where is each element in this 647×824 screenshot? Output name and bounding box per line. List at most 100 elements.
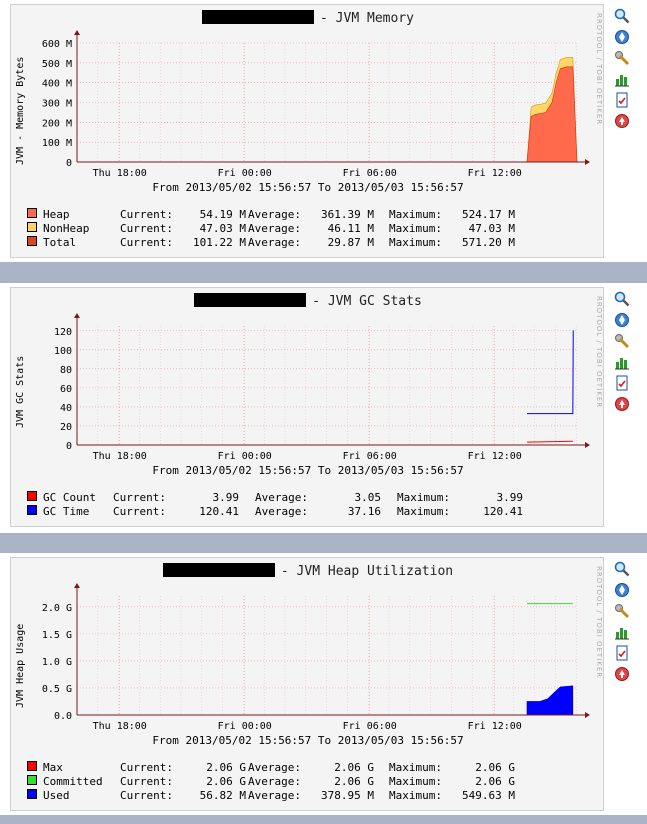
zoom-icon[interactable] <box>614 561 630 577</box>
legend-average-value: 37.16 <box>347 505 381 518</box>
rrdtool-watermark: RRDTOOL / TOBI OETIKER <box>595 296 603 409</box>
y-axis-label: JVM - Memory Bytes <box>15 56 26 165</box>
legend-current-label: Current: <box>113 505 166 518</box>
y-tick-label: 1.0 G <box>42 657 72 668</box>
legend-maximum-value: 3.99 <box>496 491 524 504</box>
x-tick-label: Fri 06:00 <box>343 168 397 179</box>
legend-current-value: 120.41 <box>199 505 239 518</box>
legend-average-label: Average: <box>248 761 301 774</box>
legend: GC Count Current: 3.99 Average: 3.05 Maximum:… <box>27 491 523 519</box>
x-tick-label: Fri 12:00 <box>468 168 522 179</box>
y-tick-label: 400 M <box>42 79 72 90</box>
legend-average-value: 46.11 M <box>327 222 374 235</box>
series-heap-area <box>526 66 578 163</box>
x-tick-label: Fri 06:00 <box>343 451 397 462</box>
legend-current-label: Current: <box>120 236 173 249</box>
x-tick-label: Fri 00:00 <box>218 721 272 732</box>
top-arrow-icon[interactable] <box>614 666 630 682</box>
rrdtool-watermark: RRDTOOL / TOBI OETIKER <box>595 566 603 679</box>
rrdtool-watermark: RRDTOOL / TOBI OETIKER <box>595 13 603 126</box>
legend: Heap Current: 54.19 M Average: 361.39 M Maxim… <box>27 208 515 250</box>
graph-title: - JVM Heap Utilization <box>11 563 605 583</box>
series-gc-time-line <box>527 330 574 415</box>
x-tick-label: Fri 06:00 <box>343 721 397 732</box>
legend-swatch <box>27 236 37 246</box>
legend-maximum-label: Maximum: <box>397 491 450 504</box>
x-tick-label: Fri 12:00 <box>468 721 522 732</box>
legend-average-value: 3.05 <box>354 491 382 504</box>
time-range-label: From 2013/05/02 15:56:57 To 2013/05/03 1… <box>152 181 464 194</box>
legend-average-label: Average: <box>248 222 301 235</box>
navigate-icon[interactable] <box>614 582 630 598</box>
y-tick-label: 20 <box>60 422 72 433</box>
x-tick-label: Fri 00:00 <box>218 168 272 179</box>
legend-row: GC Count Current: 3.99 Average: 3.05 Maximum:… <box>27 491 523 505</box>
legend-maximum-value: 120.41 <box>483 505 523 518</box>
legend-average-label: Average: <box>248 236 301 249</box>
y-tick-label: 100 <box>54 346 72 357</box>
legend-row: Used Current: 56.82 M Average: 378.95 M Maxim… <box>27 789 515 803</box>
y-tick-label: 120 <box>54 327 72 338</box>
zoom-icon[interactable] <box>614 291 630 307</box>
legend-maximum-label: Maximum: <box>389 775 442 788</box>
navigate-icon[interactable] <box>614 312 630 328</box>
x-tick-label: Thu 18:00 <box>93 721 147 732</box>
chart-bars-icon[interactable] <box>614 624 630 640</box>
x-tick-label: Fri 12:00 <box>468 451 522 462</box>
legend-maximum-label: Maximum: <box>397 505 450 518</box>
redacted-host <box>194 293 307 307</box>
legend-swatch <box>27 505 37 515</box>
settings-wrench-icon[interactable] <box>614 603 630 619</box>
graph-panel-memory: - JVM Memory 0 100 M 200 M 300 M 400 M 500 M 6… <box>0 0 647 262</box>
legend-row: GC Time Current: 120.41 Average: 37.16 Maximu… <box>27 505 523 519</box>
legend-maximum-label: Maximum: <box>389 236 442 249</box>
separator <box>0 815 647 824</box>
x-axis-arrow <box>585 159 590 165</box>
legend-series-name: Total <box>43 236 77 249</box>
legend-current-value: 2.06 G <box>206 761 246 774</box>
time-range-label: From 2013/05/02 15:56:57 To 2013/05/03 1… <box>152 734 464 747</box>
legend-swatch <box>27 775 37 785</box>
legend-current-value: 54.19 M <box>199 208 246 221</box>
legend-maximum-label: Maximum: <box>389 761 442 774</box>
y-tick-label: 500 M <box>42 59 72 70</box>
y-tick-label: 0 <box>66 158 72 169</box>
series-gc-count-line <box>526 440 573 443</box>
graph-gc: - JVM GC Stats 0 20 40 60 80 100 120 Thu 18:00 F… <box>10 287 604 527</box>
y-tick-label: 40 <box>60 403 72 414</box>
report-icon[interactable] <box>614 375 630 391</box>
graph-memory: - JVM Memory 0 100 M 200 M 300 M 400 M 500 M 6… <box>10 4 604 258</box>
chart-bars-icon[interactable] <box>614 354 630 370</box>
legend-swatch <box>27 761 37 771</box>
x-tick-label: Fri 00:00 <box>218 451 272 462</box>
report-icon[interactable] <box>614 92 630 108</box>
graph-heap: - JVM Heap Utilization 0.0 0.5 G 1.0 G 1.5 … <box>10 557 604 811</box>
legend-series-name: NonHeap <box>43 222 90 235</box>
navigate-icon[interactable] <box>614 29 630 45</box>
y-axis-arrow <box>74 30 80 35</box>
legend-maximum-value: 571.20 M <box>462 236 515 249</box>
chart-plot: 0 20 40 60 80 100 120 Thu 18:00 Fri 00:00 Fri 06:… <box>54 313 590 462</box>
redacted-host <box>162 563 275 577</box>
report-icon[interactable] <box>614 645 630 661</box>
settings-wrench-icon[interactable] <box>614 50 630 66</box>
separator <box>0 262 647 282</box>
y-axis-label: JVM GC Stats <box>15 355 26 428</box>
settings-wrench-icon[interactable] <box>614 333 630 349</box>
legend-row: NonHeap Current: 47.03 M Average: 46.11 M Max… <box>27 222 515 236</box>
top-arrow-icon[interactable] <box>614 113 630 129</box>
top-arrow-icon[interactable] <box>614 396 630 412</box>
chart-bars-icon[interactable] <box>614 71 630 87</box>
zoom-icon[interactable] <box>614 8 630 24</box>
legend-current-value: 3.99 <box>212 491 240 504</box>
legend: Max Current: 2.06 G Average: 2.06 G Maximum: 2… <box>27 761 515 803</box>
y-axis-label: JVM Heap Usage <box>15 623 26 708</box>
legend-current-label: Current: <box>120 208 173 221</box>
graph-title: - JVM GC Stats <box>11 293 605 313</box>
y-tick-label: 2.0 G <box>42 603 72 614</box>
legend-maximum-label: Maximum: <box>389 789 442 802</box>
legend-row: Total Current: 101.22 M Average: 29.87 M Maxi… <box>27 236 515 250</box>
x-axis-arrow <box>585 712 590 718</box>
legend-average-label: Average: <box>248 775 301 788</box>
x-tick-label: Thu 18:00 <box>93 168 147 179</box>
